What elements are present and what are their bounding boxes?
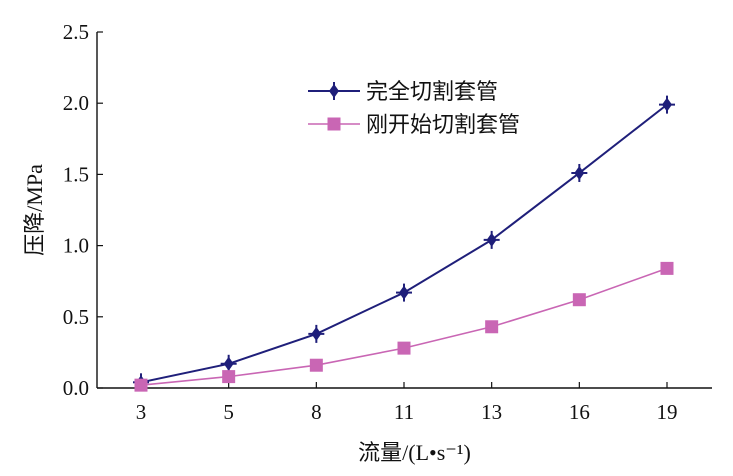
data-point-square — [572, 293, 586, 307]
x-tick-label: 19 — [657, 400, 678, 424]
y-tick-label: 2.0 — [63, 91, 89, 115]
data-point-diamond — [659, 95, 675, 114]
legend-item-1: 完全切割套管 — [308, 79, 498, 104]
data-point-square — [327, 117, 341, 131]
x-tick-label: 5 — [223, 400, 234, 424]
data-point-square — [485, 320, 499, 334]
y-tick-label: 1.0 — [63, 234, 89, 258]
data-point-diamond — [483, 230, 500, 249]
data-point-square — [222, 370, 236, 384]
legend-label: 完全切割套管 — [366, 79, 498, 104]
data-point-diamond — [308, 324, 325, 343]
y-tick-label: 1.5 — [63, 162, 89, 186]
legend-item-2: 刚开始切割套管 — [308, 112, 520, 137]
y-axis-label: 压降/MPa — [22, 164, 47, 256]
legend-label: 刚开始切割套管 — [366, 112, 520, 137]
data-point-diamond — [571, 163, 588, 182]
series-2 — [134, 261, 674, 392]
y-tick-label: 2.5 — [63, 20, 89, 44]
series-line — [140, 103, 668, 384]
x-tick-label: 11 — [394, 400, 414, 424]
data-point-diamond — [326, 82, 342, 100]
x-tick-label: 8 — [311, 400, 322, 424]
data-point-diamond — [220, 354, 237, 373]
data-point-diamond — [396, 283, 412, 302]
data-point-square — [397, 341, 411, 355]
data-point-square — [660, 261, 674, 275]
data-point-square — [134, 378, 148, 392]
data-point-square — [309, 358, 323, 372]
y-tick-label: 0.0 — [63, 376, 89, 400]
x-tick-label: 3 — [136, 400, 147, 424]
y-ticks: 0.0 0.5 1.0 1.5 2.0 2.5 — [63, 20, 103, 400]
x-tick-label: 16 — [569, 400, 590, 424]
x-tick-label: 13 — [481, 400, 502, 424]
x-ticks: 3 5 8 11 13 16 19 — [136, 382, 678, 424]
y-tick-label: 0.5 — [63, 305, 89, 329]
x-axis-label: 流量/(L•s⁻¹) — [358, 440, 471, 465]
series-layer — [133, 95, 675, 392]
